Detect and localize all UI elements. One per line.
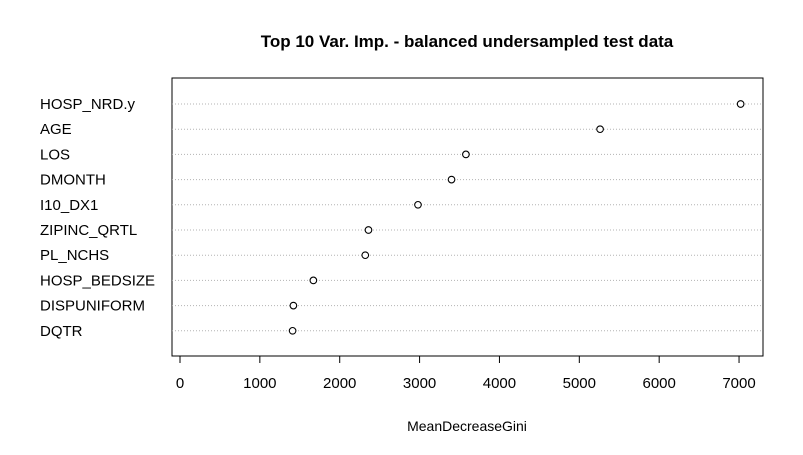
x-tick-label: 5000 [563,375,596,392]
row-label: AGE [40,121,72,138]
data-point [361,251,370,260]
data-point [364,226,373,234]
data-point [462,150,470,159]
row-label: PL_NCHS [40,247,109,264]
data-point [596,125,604,134]
row-label: DQTR [40,323,83,340]
row-label: HOSP_BEDSIZE [40,272,155,289]
row-label: ZIPINC_QRTL [40,222,137,239]
data-points [288,100,745,335]
row-label: LOS [40,146,70,163]
row-label: DISPUNIFORM [40,298,145,315]
x-axis-title: MeanDecreaseGini [407,418,527,434]
chart-title: Top 10 Var. Imp. - balanced undersampled… [261,32,674,51]
data-point [289,301,298,310]
row-label: DMONTH [40,172,106,189]
x-tick-label: 4000 [483,375,516,392]
data-point [447,175,456,184]
data-point [736,100,745,108]
row-label: HOSP_NRD.y [40,96,136,113]
x-tick-label: 1000 [243,375,276,392]
x-tick-label: 2000 [323,375,356,392]
x-axis: 0 1000 2000 3000 4000 5000 6000 7000 [176,355,756,392]
data-point [309,276,318,285]
row-label: I10_DX1 [40,197,98,214]
row-labels: HOSP_NRD.y AGE LOS DMONTH I10_DX1 ZIPINC_QRTL… [40,96,155,340]
data-point [288,326,297,335]
data-point [414,200,422,209]
x-tick-label: 0 [176,375,184,392]
x-tick-label: 3000 [403,375,436,392]
plot-area [171,77,764,357]
guide-lines [172,103,763,332]
x-tick-label: 7000 [722,375,755,392]
x-tick-label: 6000 [642,375,675,392]
